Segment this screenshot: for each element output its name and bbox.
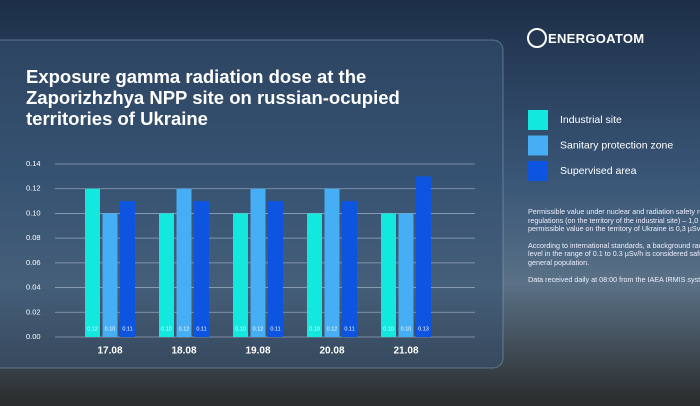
notes: Permissible value under nuclear and radi… xyxy=(528,207,700,292)
value-label: 0.10 xyxy=(161,326,172,332)
bar xyxy=(324,188,340,337)
legend-label: Sanitary protection zone xyxy=(560,139,673,151)
bar xyxy=(307,213,322,337)
bar xyxy=(120,201,135,337)
x-tick-label: 20.08 xyxy=(319,346,344,357)
value-label: 0.12 xyxy=(87,326,98,332)
legend-swatch xyxy=(528,161,548,181)
note: According to international standards, a … xyxy=(528,240,700,267)
y-tick-label: 0.10 xyxy=(26,208,41,217)
bar xyxy=(233,213,248,337)
bar xyxy=(416,176,431,337)
y-tick-label: 0.08 xyxy=(26,233,41,242)
value-label: 0.11 xyxy=(270,326,280,332)
bar xyxy=(268,201,283,337)
bar xyxy=(342,201,357,337)
legend-label: Supervised area xyxy=(560,165,637,177)
y-tick-label: 0.12 xyxy=(26,184,41,193)
y-tick-label: 0.14 xyxy=(26,159,41,168)
legend-swatch xyxy=(528,110,548,130)
value-label: 0.10 xyxy=(309,326,320,332)
note: Data received daily at 08:00 from the IA… xyxy=(528,274,700,284)
value-label: 0.11 xyxy=(196,326,206,332)
x-tick-label: 21.08 xyxy=(393,346,418,357)
value-label: 0.11 xyxy=(122,326,132,332)
x-tick-label: 18.08 xyxy=(171,346,196,357)
value-label: 0.12 xyxy=(327,326,338,332)
brand: ENERGOATOM xyxy=(548,31,645,46)
value-label: 0.12 xyxy=(253,326,264,332)
value-label: 0.10 xyxy=(235,326,246,332)
value-label: 0.10 xyxy=(105,326,116,332)
value-label: 0.13 xyxy=(418,326,429,332)
bar xyxy=(176,188,192,337)
bar xyxy=(159,213,174,337)
value-label: 0.10 xyxy=(401,326,412,332)
legend-label: Industrial site xyxy=(560,114,622,126)
bar xyxy=(250,188,266,337)
value-label: 0.10 xyxy=(383,326,394,332)
y-tick-label: 0.02 xyxy=(26,307,41,316)
chart-title: Exposure gamma radiation dose at the Zap… xyxy=(26,66,400,129)
x-tick-label: 19.08 xyxy=(245,346,270,357)
y-tick-label: 0.00 xyxy=(26,332,41,341)
value-label: 0.11 xyxy=(344,326,354,332)
value-label: 0.12 xyxy=(179,326,190,332)
x-tick-label: 17.08 xyxy=(97,346,122,357)
bar xyxy=(85,188,100,337)
bar xyxy=(381,213,396,337)
legend-swatch xyxy=(528,135,548,156)
note: Permissible value under nuclear and radi… xyxy=(528,207,700,234)
bar xyxy=(194,201,209,337)
y-tick-label: 0.06 xyxy=(26,258,41,267)
logo-icon xyxy=(527,28,547,48)
y-tick-label: 0.04 xyxy=(26,283,41,292)
bar xyxy=(398,213,414,337)
bar xyxy=(102,213,118,337)
